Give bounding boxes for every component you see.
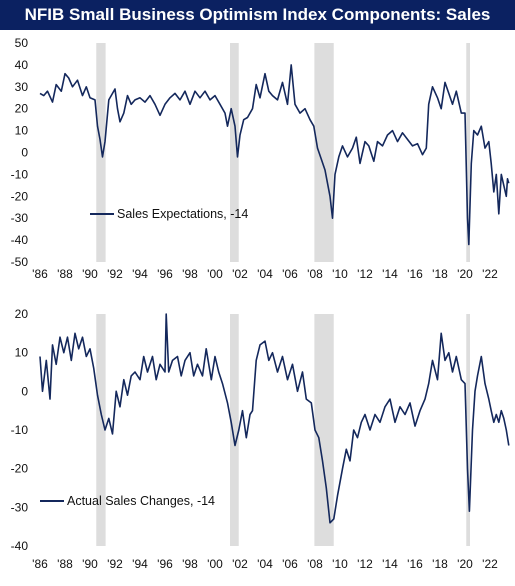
x-tick-label: '02 (232, 557, 248, 571)
x-tick-label: '20 (457, 557, 473, 571)
y-tick-label: -10 (11, 423, 29, 437)
y-tick-label: -10 (11, 167, 29, 181)
y-tick-label: -20 (11, 462, 29, 476)
x-tick-label: '06 (282, 267, 298, 281)
recession-band (466, 43, 470, 262)
recession-band (314, 314, 334, 546)
x-tick-label: '94 (132, 267, 148, 281)
x-tick-label: '22 (482, 557, 498, 571)
y-tick-label: -50 (11, 255, 29, 269)
x-tick-label: '12 (357, 557, 373, 571)
y-tick-label: 20 (15, 102, 29, 116)
x-tick-label: '86 (32, 267, 48, 281)
x-tick-label: '96 (157, 557, 173, 571)
x-tick-label: '88 (57, 557, 73, 571)
legend-label: Actual Sales Changes, -14 (67, 494, 215, 508)
recession-band (230, 314, 239, 546)
series-line (39, 64, 510, 246)
x-tick-label: '06 (282, 557, 298, 571)
x-tick-label: '12 (357, 267, 373, 281)
y-tick-label: -30 (11, 500, 29, 514)
chart-title-bar: NFIB Small Business Optimism Index Compo… (0, 0, 515, 30)
x-tick-label: '10 (332, 557, 348, 571)
y-tick-label: -20 (11, 189, 29, 203)
x-tick-label: '00 (207, 267, 223, 281)
x-tick-label: '92 (107, 267, 123, 281)
x-tick-label: '88 (57, 267, 73, 281)
x-tick-label: '98 (182, 557, 198, 571)
recession-band (96, 43, 106, 262)
x-tick-label: '04 (257, 557, 273, 571)
y-tick-label: 40 (15, 58, 29, 72)
y-tick-label: 30 (15, 80, 29, 94)
y-tick-label: -30 (11, 211, 29, 225)
x-tick-label: '16 (407, 557, 423, 571)
recession-band (230, 43, 239, 262)
series-line (39, 313, 510, 524)
x-tick-label: '96 (157, 267, 173, 281)
y-tick-label: 10 (15, 346, 29, 360)
x-tick-label: '08 (307, 557, 323, 571)
x-tick-label: '16 (407, 267, 423, 281)
x-tick-label: '14 (382, 267, 398, 281)
y-tick-label: 10 (15, 124, 29, 138)
x-tick-label: '02 (232, 267, 248, 281)
x-tick-label: '00 (207, 557, 223, 571)
x-tick-label: '90 (82, 267, 98, 281)
recession-band (314, 43, 334, 262)
x-tick-label: '14 (382, 557, 398, 571)
y-tick-label: -40 (11, 233, 29, 247)
x-tick-label: '22 (482, 267, 498, 281)
x-tick-label: '10 (332, 267, 348, 281)
y-tick-label: 20 (15, 307, 29, 321)
x-tick-label: '08 (307, 267, 323, 281)
x-tick-label: '18 (432, 557, 448, 571)
recession-band (466, 314, 470, 546)
x-tick-label: '94 (132, 557, 148, 571)
x-tick-label: '92 (107, 557, 123, 571)
x-tick-label: '90 (82, 557, 98, 571)
y-tick-label: 0 (21, 384, 28, 398)
x-tick-label: '04 (257, 267, 273, 281)
recession-band (96, 314, 106, 546)
x-tick-label: '18 (432, 267, 448, 281)
y-tick-label: -40 (11, 539, 29, 553)
legend-label: Sales Expectations, -14 (117, 207, 248, 221)
x-tick-label: '20 (457, 267, 473, 281)
x-tick-label: '86 (32, 557, 48, 571)
chart-title: NFIB Small Business Optimism Index Compo… (24, 5, 491, 24)
y-tick-label: 0 (21, 146, 28, 160)
x-tick-label: '98 (182, 267, 198, 281)
y-tick-label: 50 (15, 36, 29, 50)
